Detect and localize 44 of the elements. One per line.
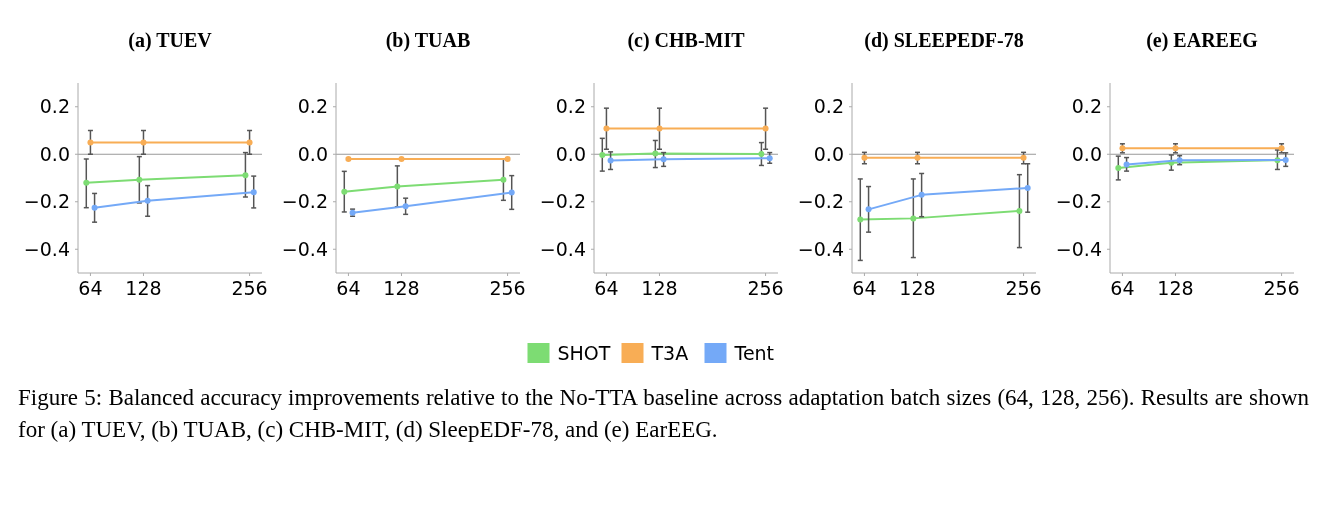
y-tick-label: 0.2 [39,95,70,118]
y-tick-label: −0.2 [539,190,586,213]
x-tick-label: 64 [594,277,619,299]
x-tick-label: 256 [1263,277,1300,299]
x-tick-label: 128 [899,277,936,299]
x-tick-label: 256 [747,277,784,299]
y-tick-label: −0.2 [1055,190,1102,213]
y-tick-label: 0.0 [813,142,844,165]
chart-title: (e) EAREEG [1146,29,1259,52]
y-tick-label: 0.2 [813,95,844,118]
x-tick-label: 256 [1005,277,1042,299]
x-tick-label: 128 [1157,277,1194,299]
x-tick-label: 64 [336,277,361,299]
caption: Figure 5: Balanced accuracy improvements relative to the No-TTA baseline across adaptation batch sizes (64, 128, 256). Results are shown for (a) TUEV, (b) TUAB, (c) CHB-MIT, (d) SleepEDF-78, and (e) EarEEG. [17,384,1310,444]
y-tick-label: 0.2 [297,95,328,118]
y-tick-label: −0.4 [281,237,328,260]
y-tick-label: −0.4 [539,237,586,260]
chart-title: (b) TUAB [385,29,471,52]
y-tick-label: 0.0 [555,142,586,165]
x-tick-label: 128 [383,277,420,299]
y-tick-label: 0.2 [555,95,586,118]
chart-title: (c) CHB-MIT [627,29,746,52]
x-tick-label: 256 [231,277,268,299]
y-tick-label: 0.0 [297,142,328,165]
x-tick-label: 64 [78,277,103,299]
y-tick-label: 0.0 [39,142,70,165]
legend-label: SHOT [557,341,611,364]
x-tick-label: 128 [641,277,678,299]
y-tick-label: −0.2 [23,190,70,213]
x-tick-label: 256 [489,277,526,299]
legend-label: Tent [733,341,775,364]
x-tick-label: 64 [1110,277,1135,299]
x-tick-label: 128 [125,277,162,299]
y-tick-label: −0.4 [797,237,844,260]
x-tick-label: 64 [852,277,877,299]
y-tick-label: 0.0 [1071,142,1102,165]
y-tick-label: −0.4 [1055,237,1102,260]
y-tick-label: −0.2 [281,190,328,213]
y-tick-label: 0.2 [1071,95,1102,118]
chart-title: (d) SLEEPEDF-78 [864,29,1024,52]
chart-title: (a) TUEV [128,29,213,52]
legend-label: T3A [650,341,689,364]
y-tick-label: −0.4 [23,237,70,260]
y-tick-label: −0.2 [797,190,844,213]
